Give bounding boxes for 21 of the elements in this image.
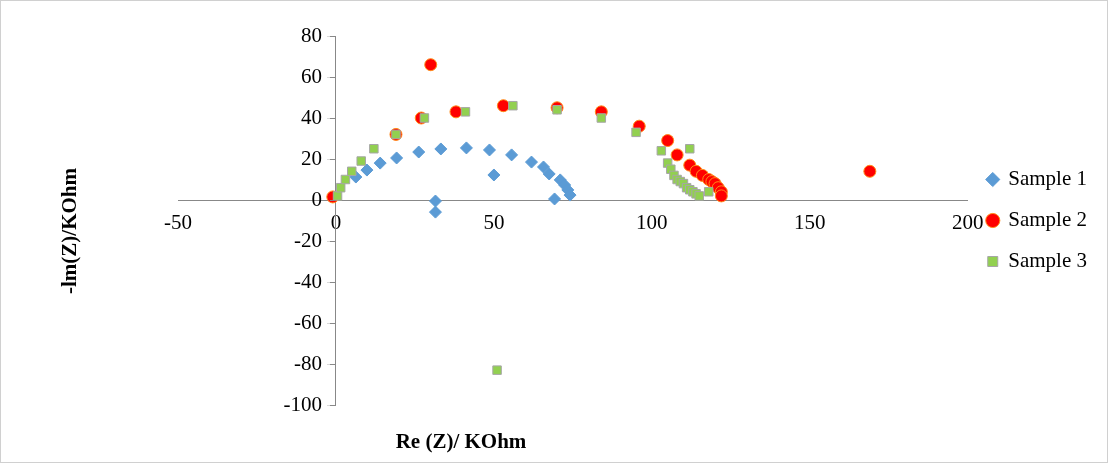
- y-tick-label: 80: [300, 22, 322, 47]
- x-tick-label: 100: [636, 210, 668, 235]
- y-tick-label: -60: [293, 309, 322, 334]
- y-tick-label: 40: [300, 104, 322, 129]
- y-tick-label: 60: [300, 63, 322, 88]
- y-axis-title: -lm(Z)/KOhm: [56, 168, 82, 294]
- y-tick-label: -40: [293, 268, 322, 293]
- y-tick-label: -20: [293, 227, 322, 252]
- legend-label: Sample 1: [1008, 166, 1088, 191]
- x-tick-label: 150: [794, 210, 826, 235]
- legend-label: Sample 2: [1008, 207, 1088, 232]
- y-tick-label: -100: [283, 391, 322, 416]
- y-tick-label: 20: [300, 145, 322, 170]
- x-axis-title: Re (Z)/ KOhm: [395, 428, 527, 454]
- y-tick-label: 0: [311, 186, 322, 211]
- x-tick-label: 50: [483, 210, 505, 235]
- x-tick-label: 0: [330, 210, 342, 235]
- x-tick-label: -50: [164, 210, 192, 235]
- legend-label: Sample 3: [1008, 248, 1088, 273]
- x-tick-label: 200: [952, 210, 984, 235]
- y-tick-label: -80: [293, 350, 322, 375]
